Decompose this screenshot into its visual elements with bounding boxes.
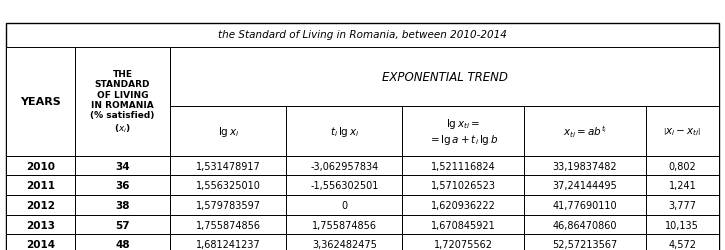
Text: 37,24144495: 37,24144495 xyxy=(552,180,617,190)
Bar xyxy=(524,176,645,195)
Bar xyxy=(402,106,524,156)
Text: 1,241: 1,241 xyxy=(668,180,696,190)
Bar xyxy=(170,234,286,250)
Bar xyxy=(286,106,402,156)
Bar xyxy=(402,234,524,250)
Bar xyxy=(170,48,719,106)
Text: 34: 34 xyxy=(115,161,130,171)
Bar xyxy=(645,106,719,156)
Bar xyxy=(6,176,75,195)
Text: $\left|x_i-x_{ti}\right|$: $\left|x_i-x_{ti}\right|$ xyxy=(663,125,702,137)
Text: 1,755874856: 1,755874856 xyxy=(196,220,261,230)
Text: $t_i\,\mathrm{lg}\,x_i$: $t_i\,\mathrm{lg}\,x_i$ xyxy=(330,124,359,138)
Bar xyxy=(286,156,402,176)
Bar xyxy=(6,156,75,176)
Bar xyxy=(170,195,286,215)
Text: 46,86470860: 46,86470860 xyxy=(552,220,617,230)
Bar xyxy=(170,176,286,195)
Text: 33,19837482: 33,19837482 xyxy=(552,161,617,171)
Bar xyxy=(75,176,170,195)
Text: -1,556302501: -1,556302501 xyxy=(310,180,378,190)
Text: 1,531478917: 1,531478917 xyxy=(196,161,261,171)
Text: $x_{ti}=ab^{t_i}$: $x_{ti}=ab^{t_i}$ xyxy=(563,124,607,139)
Text: 3,362482475: 3,362482475 xyxy=(312,239,377,249)
Text: $\mathrm{lg}\,x_i$: $\mathrm{lg}\,x_i$ xyxy=(218,124,239,138)
Text: THE
STANDARD
OF LIVING
IN ROMANIA
(% satisfied)
($x_i$): THE STANDARD OF LIVING IN ROMANIA (% sat… xyxy=(91,70,155,134)
Text: the Standard of Living in Romania, between 2010-2014: the Standard of Living in Romania, betwe… xyxy=(218,30,507,40)
Text: 3,777: 3,777 xyxy=(668,200,696,210)
Text: 1,670845921: 1,670845921 xyxy=(431,220,496,230)
Bar xyxy=(524,156,645,176)
Text: 0,802: 0,802 xyxy=(668,161,696,171)
Bar xyxy=(6,48,75,156)
Bar xyxy=(402,195,524,215)
Text: 2011: 2011 xyxy=(26,180,55,190)
Bar xyxy=(402,156,524,176)
Text: 1,620936222: 1,620936222 xyxy=(431,200,496,210)
Text: $\mathrm{lg}\,x_{ti}=$
$=\mathrm{lg}\,a+t_i\,\mathrm{lg}\,b$: $\mathrm{lg}\,x_{ti}=$ $=\mathrm{lg}\,a+… xyxy=(428,116,498,146)
Text: YEARS: YEARS xyxy=(20,97,61,107)
Text: 1,571026523: 1,571026523 xyxy=(431,180,496,190)
Text: 36: 36 xyxy=(115,180,130,190)
Bar xyxy=(524,106,645,156)
Bar xyxy=(524,195,645,215)
Text: EXPONENTIAL TREND: EXPONENTIAL TREND xyxy=(382,70,508,84)
Text: -3,062957834: -3,062957834 xyxy=(310,161,378,171)
Bar xyxy=(645,195,719,215)
Text: 1,755874856: 1,755874856 xyxy=(312,220,377,230)
Bar xyxy=(402,215,524,234)
Bar xyxy=(170,215,286,234)
Bar xyxy=(645,215,719,234)
Text: 1,521116824: 1,521116824 xyxy=(431,161,496,171)
Bar xyxy=(75,48,170,156)
Bar xyxy=(75,215,170,234)
Bar xyxy=(645,156,719,176)
Text: 41,77690110: 41,77690110 xyxy=(552,200,617,210)
Text: 4,572: 4,572 xyxy=(668,239,696,249)
Text: 1,579783597: 1,579783597 xyxy=(196,200,261,210)
Text: 1,556325010: 1,556325010 xyxy=(196,180,261,190)
Bar xyxy=(645,234,719,250)
Text: 48: 48 xyxy=(115,239,130,249)
Bar xyxy=(524,215,645,234)
Bar xyxy=(6,215,75,234)
Text: 2013: 2013 xyxy=(26,220,55,230)
Bar xyxy=(286,176,402,195)
Text: 2012: 2012 xyxy=(26,200,55,210)
Bar xyxy=(286,195,402,215)
Bar xyxy=(75,156,170,176)
Text: 1,72075562: 1,72075562 xyxy=(434,239,493,249)
Text: 1,681241237: 1,681241237 xyxy=(196,239,261,249)
Bar xyxy=(170,156,286,176)
Bar xyxy=(524,234,645,250)
Bar xyxy=(645,176,719,195)
Bar xyxy=(75,234,170,250)
Text: 2010: 2010 xyxy=(26,161,55,171)
Bar xyxy=(286,234,402,250)
Bar xyxy=(402,176,524,195)
Text: 2014: 2014 xyxy=(25,239,55,249)
Text: 52,57213567: 52,57213567 xyxy=(552,239,618,249)
Bar xyxy=(75,195,170,215)
Bar xyxy=(6,195,75,215)
Text: 57: 57 xyxy=(115,220,130,230)
Bar xyxy=(286,215,402,234)
Text: 10,135: 10,135 xyxy=(666,220,700,230)
Text: 0: 0 xyxy=(341,200,347,210)
Text: 38: 38 xyxy=(115,200,130,210)
Bar xyxy=(170,106,286,156)
Bar xyxy=(6,234,75,250)
